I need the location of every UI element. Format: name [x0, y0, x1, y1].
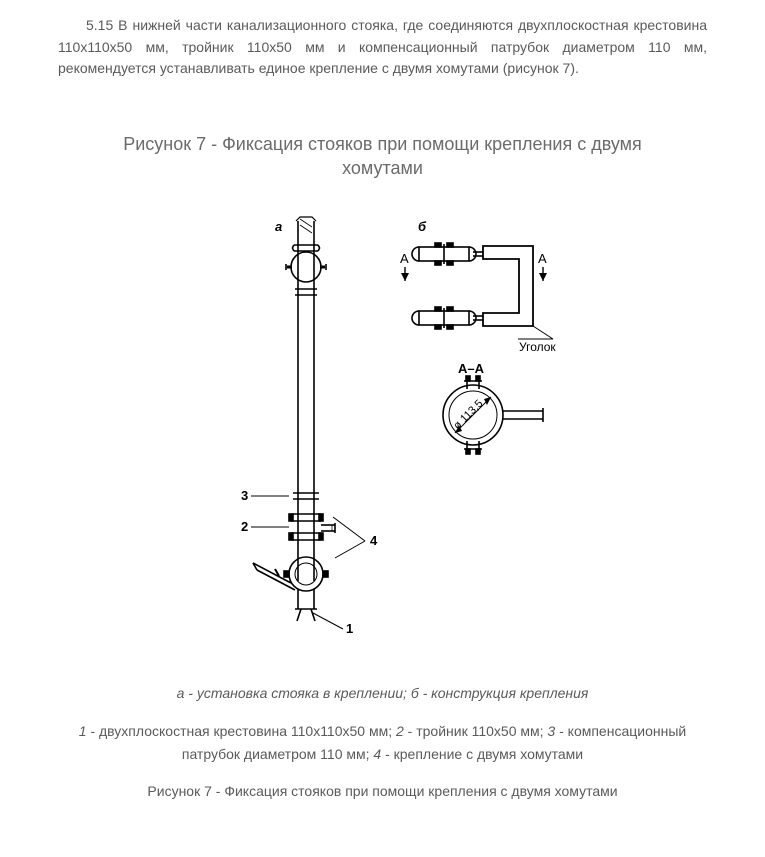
cap-a-txt: - установка стояка в креплении;	[184, 685, 410, 701]
corner-label: Уголок	[519, 340, 556, 354]
section-a-right: А	[538, 251, 547, 266]
label-a: а	[275, 219, 282, 234]
bracket-plan: А А Уголок	[400, 243, 556, 354]
figure-underline-label: Рисунок 7 - Фиксация стояков при помощи …	[68, 783, 697, 799]
cross-fitting	[253, 557, 328, 621]
callout-3: 3	[241, 488, 248, 503]
clamp-upper	[286, 252, 326, 282]
legend: 1 - двухплоскостная крестовина 110х110х5…	[68, 720, 697, 765]
section-a-left: А	[400, 251, 409, 266]
callout-1: 1	[346, 621, 353, 636]
double-clamp	[289, 514, 335, 540]
section-aa: А–А	[443, 361, 543, 454]
cap-b-txt: - конструкция крепления	[419, 685, 589, 701]
figure-diagram: а б	[58, 211, 707, 641]
cap-b: б	[411, 685, 419, 701]
sub-caption: а - установка стояка в креплении; б - ко…	[68, 683, 697, 705]
diameter-label: ø 113,5	[451, 397, 485, 431]
paragraph-5-15: 5.15 В нижней части канализационного сто…	[58, 15, 707, 80]
label-b: б	[418, 219, 427, 234]
section-aa-label: А–А	[458, 361, 485, 376]
figure-title: Рисунок 7 - Фиксация стояков при помощи …	[88, 132, 677, 181]
callout-4: 4	[370, 533, 378, 548]
callout-2: 2	[241, 519, 248, 534]
